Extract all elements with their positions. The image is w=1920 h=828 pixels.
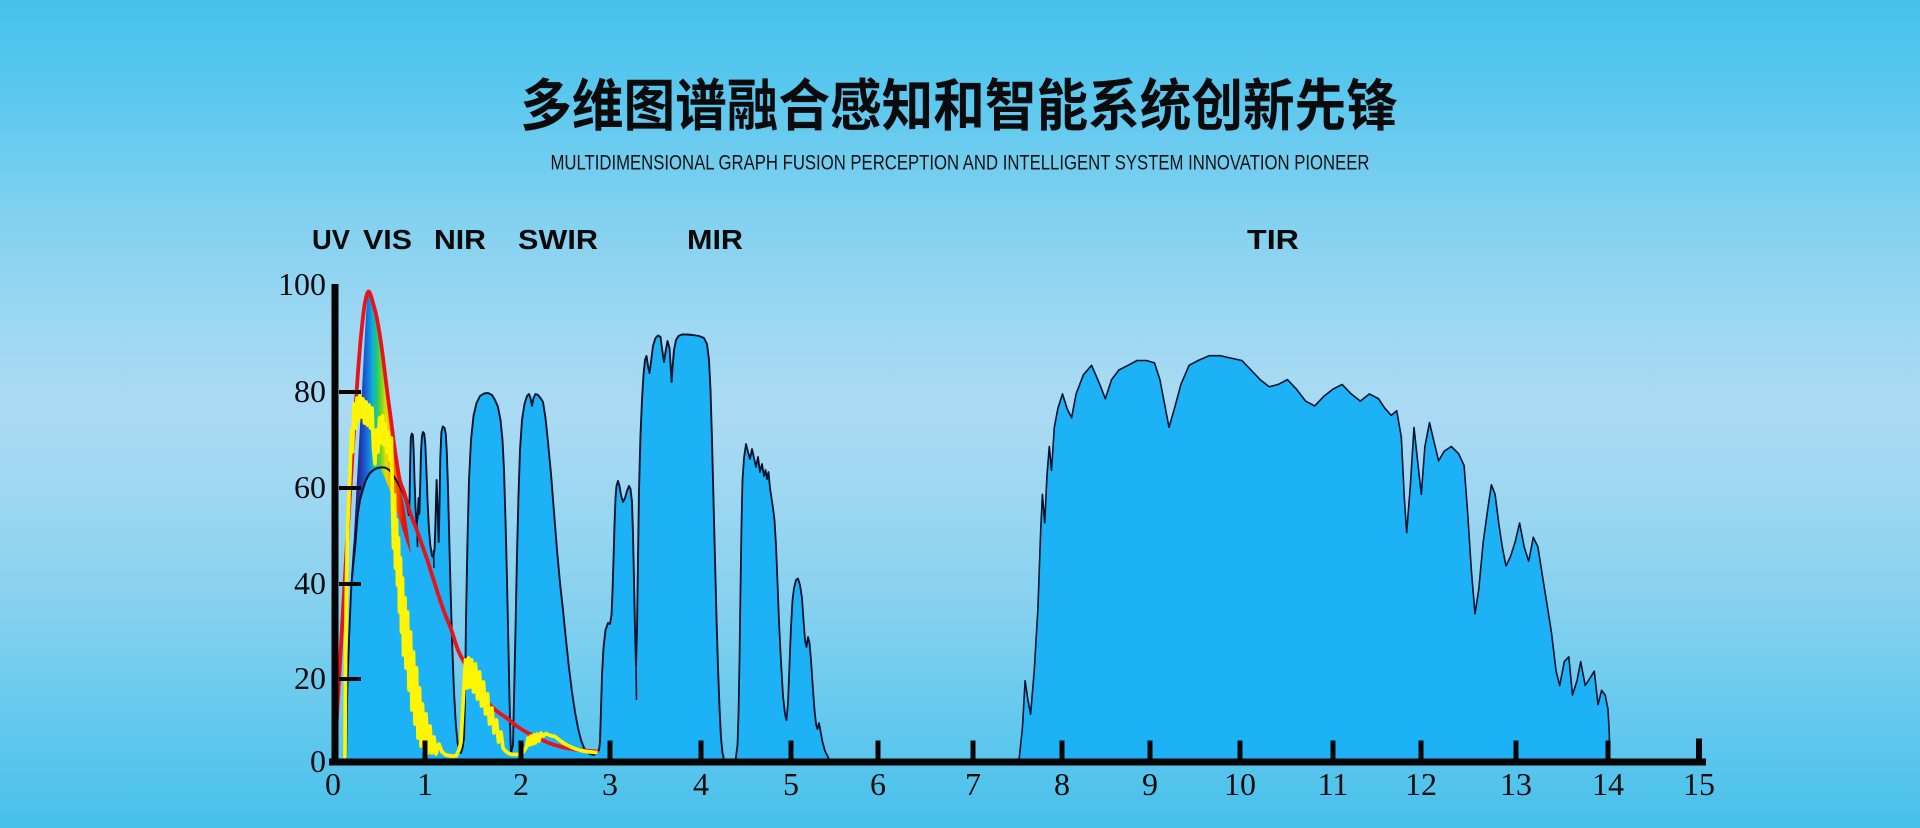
svg-text:0: 0 bbox=[325, 766, 341, 802]
svg-text:5: 5 bbox=[783, 766, 799, 802]
svg-text:40: 40 bbox=[294, 565, 326, 601]
svg-text:MIR: MIR bbox=[687, 224, 743, 255]
svg-text:60: 60 bbox=[294, 469, 326, 505]
svg-text:UV: UV bbox=[312, 224, 351, 255]
svg-text:9: 9 bbox=[1142, 766, 1158, 802]
svg-text:SWIR: SWIR bbox=[518, 224, 598, 255]
svg-text:0: 0 bbox=[310, 743, 326, 779]
svg-text:6: 6 bbox=[870, 766, 886, 802]
svg-text:10: 10 bbox=[1224, 766, 1256, 802]
svg-text:4: 4 bbox=[693, 766, 709, 802]
svg-text:TIR: TIR bbox=[1247, 224, 1299, 255]
svg-text:MULTIDIMENSIONAL GRAPH FUSION: MULTIDIMENSIONAL GRAPH FUSION PERCEPTION… bbox=[551, 151, 1370, 175]
svg-text:15: 15 bbox=[1683, 766, 1715, 802]
svg-text:80: 80 bbox=[294, 373, 326, 409]
svg-text:1: 1 bbox=[417, 766, 433, 802]
svg-text:13: 13 bbox=[1500, 766, 1532, 802]
svg-text:100: 100 bbox=[278, 266, 326, 302]
svg-text:12: 12 bbox=[1405, 766, 1437, 802]
svg-text:20: 20 bbox=[294, 660, 326, 696]
svg-text:2: 2 bbox=[513, 766, 529, 802]
svg-text:11: 11 bbox=[1318, 766, 1349, 802]
svg-text:VIS: VIS bbox=[363, 224, 412, 255]
svg-text:NIR: NIR bbox=[434, 224, 486, 255]
svg-text:14: 14 bbox=[1592, 766, 1624, 802]
svg-text:8: 8 bbox=[1054, 766, 1070, 802]
svg-text:7: 7 bbox=[965, 766, 981, 802]
svg-text:3: 3 bbox=[602, 766, 618, 802]
